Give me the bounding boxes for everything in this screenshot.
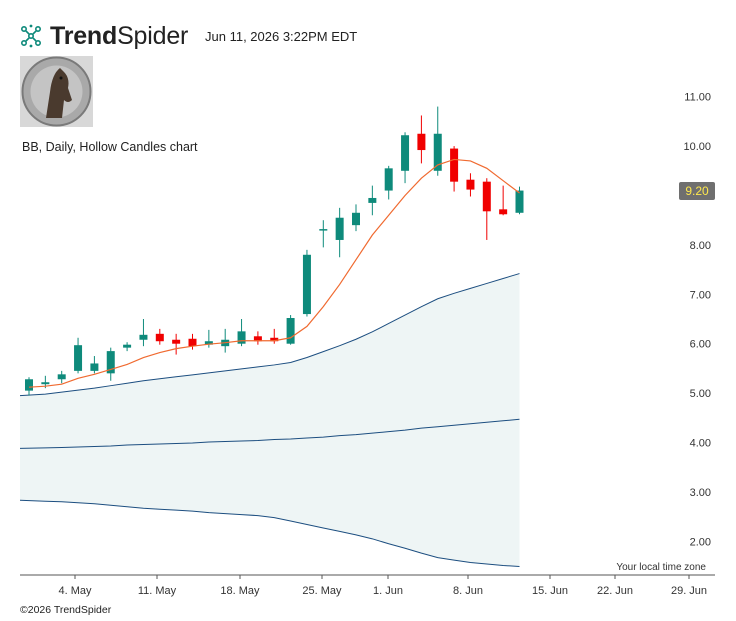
date-tick-label: 8. Jun [453,585,483,597]
candle-body [286,318,295,344]
candle-body [466,179,475,190]
candle [302,249,311,317]
candle-body [74,345,83,371]
candle [515,186,524,215]
candle [401,132,410,184]
candle [57,370,66,384]
candle-body [352,212,360,226]
candle [417,115,426,164]
candle-body [401,135,410,171]
candle-body [482,181,491,212]
candle [368,185,377,216]
candles [25,106,524,396]
date-tick-label: 29. Jun [671,585,707,597]
price-tick-label: 2.00 [690,536,711,548]
date-tick-label: 1. Jun [373,585,403,597]
candle-body [433,133,442,171]
candle-body [368,197,377,203]
brand-light: Spider [117,21,189,50]
last-price-badge: 9.20 [679,182,715,200]
candle [25,377,33,396]
candle-body [139,334,148,340]
price-tick-label: 3.00 [690,487,711,499]
candle-body [417,133,426,151]
candle-body [253,336,262,342]
candle-body [335,217,344,240]
band-middle-line [19,418,520,449]
candle-body [270,337,279,342]
band-upper-line [19,273,520,397]
price-tick-label: 7.00 [690,289,711,301]
candle-body [302,254,311,315]
price-tick-label: 8.00 [690,240,711,252]
date-tick-label: 22. Jun [597,585,633,597]
candle [106,347,115,381]
brand-bold: Trend [50,21,118,50]
candle [172,333,181,355]
price-tick-label: 6.00 [690,339,711,351]
candle-body [499,209,508,215]
candle [90,356,99,374]
candle [335,207,344,258]
candle-body [188,338,197,347]
band-lower-line [19,499,520,567]
candle-body [450,148,459,182]
candle [450,146,459,192]
candle [433,106,442,176]
band-fill [20,273,520,567]
trendspider-logo-icon [20,24,41,48]
candle [319,220,328,248]
candle-body [172,339,181,344]
candle [384,165,393,200]
price-tick-label: 4.00 [690,438,711,450]
candle-body [384,168,393,191]
candle [499,185,508,216]
bollinger-bands [19,273,520,567]
date-tick-label: 4. May [58,585,92,597]
price-tick-label: 10.00 [683,141,711,153]
price-axis: 2.003.004.005.006.007.008.009.0010.0011.… [683,92,711,549]
ema-line [28,158,520,388]
candle [237,319,246,347]
symbol-logo-image [20,56,93,127]
header: TrendSpider [18,18,188,54]
date-tick-label: 25. May [302,585,342,597]
ema-line [28,158,520,388]
candle-body [123,344,132,348]
candle [123,342,132,352]
timestamp: Jun 11, 2026 3:22PM EDT [205,29,358,44]
candle [286,315,295,345]
candle [188,333,197,350]
date-axis: 4. May 11. May 18. May 25. May 1. Jun 8. Jun 1… [20,574,715,597]
copyright: ©2026 TrendSpider [20,604,112,616]
candle-body [515,190,524,213]
timezone-label[interactable]: Your local time zone [616,562,706,573]
candle [466,173,475,197]
candle [155,328,164,345]
candle-body [90,363,99,371]
candle [139,319,148,347]
chart-subtitle: BB, Daily, Hollow Candles chart [22,140,198,154]
candle [221,328,230,353]
candle-body [319,229,328,231]
date-tick-label: 18. May [220,585,260,597]
candle-body [25,379,33,391]
candle-body [106,351,115,374]
candle-body [57,374,66,380]
candle [253,331,262,345]
date-tick-label: 11. May [138,585,177,597]
price-tick-label: 5.00 [690,388,711,400]
candle-body [237,331,246,344]
price-tick-label: 11.00 [684,92,711,104]
candle-body [41,382,50,385]
candle [74,337,83,374]
candle [270,328,279,344]
date-tick-label: 15. Jun [532,585,568,597]
brand-name: TrendSpider [50,22,188,51]
candle [482,178,491,240]
candle [352,204,360,232]
candle-body [155,333,164,342]
candle-body [204,341,213,345]
